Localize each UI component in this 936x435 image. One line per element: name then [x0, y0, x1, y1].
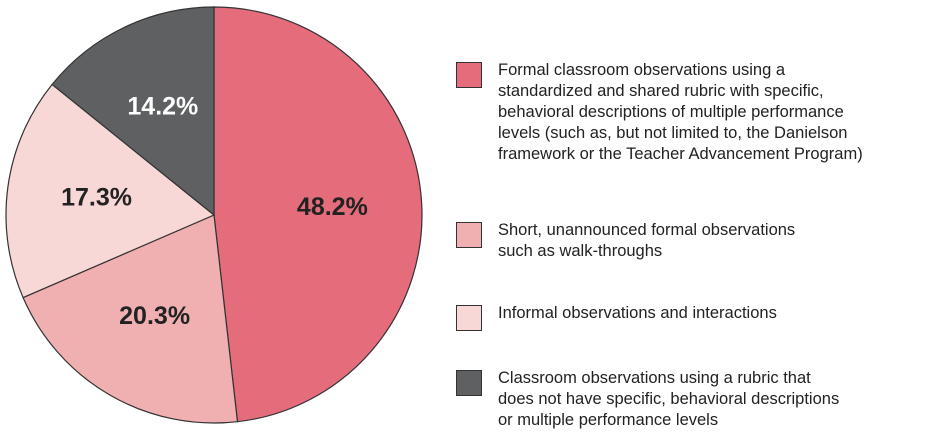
legend-label: Classroom observations using a rubric th…: [498, 369, 840, 429]
value-label: 20.3%: [119, 302, 190, 330]
legend-swatch: [456, 62, 482, 88]
legend-swatch: [456, 222, 482, 248]
legend-label: Short, unannounced formal observations s…: [498, 221, 796, 260]
legend-swatch: [456, 305, 482, 331]
pie-slice: [51, 6, 215, 217]
legend-label: Informal observations and interactions: [498, 304, 777, 322]
value-label: 14.2%: [127, 93, 198, 121]
legend-label: Formal classroom observations using a st…: [498, 61, 863, 163]
legend-swatch: [456, 370, 482, 396]
legend-item: Informal observations and interactions: [456, 303, 777, 331]
value-label: 48.2%: [297, 193, 368, 221]
value-label: 17.3%: [61, 184, 132, 212]
pie-chart: 48.2% 20.3% 17.3% 14.2%: [5, 6, 423, 424]
legend-item: Short, unannounced formal observations s…: [456, 220, 795, 262]
pie-slice: [5, 83, 216, 299]
legend-item: Classroom observations using a rubric th…: [456, 368, 839, 431]
pie-slice: [22, 214, 239, 424]
legend-item: Formal classroom observations using a st…: [456, 60, 863, 165]
pie-slice: [213, 6, 423, 423]
